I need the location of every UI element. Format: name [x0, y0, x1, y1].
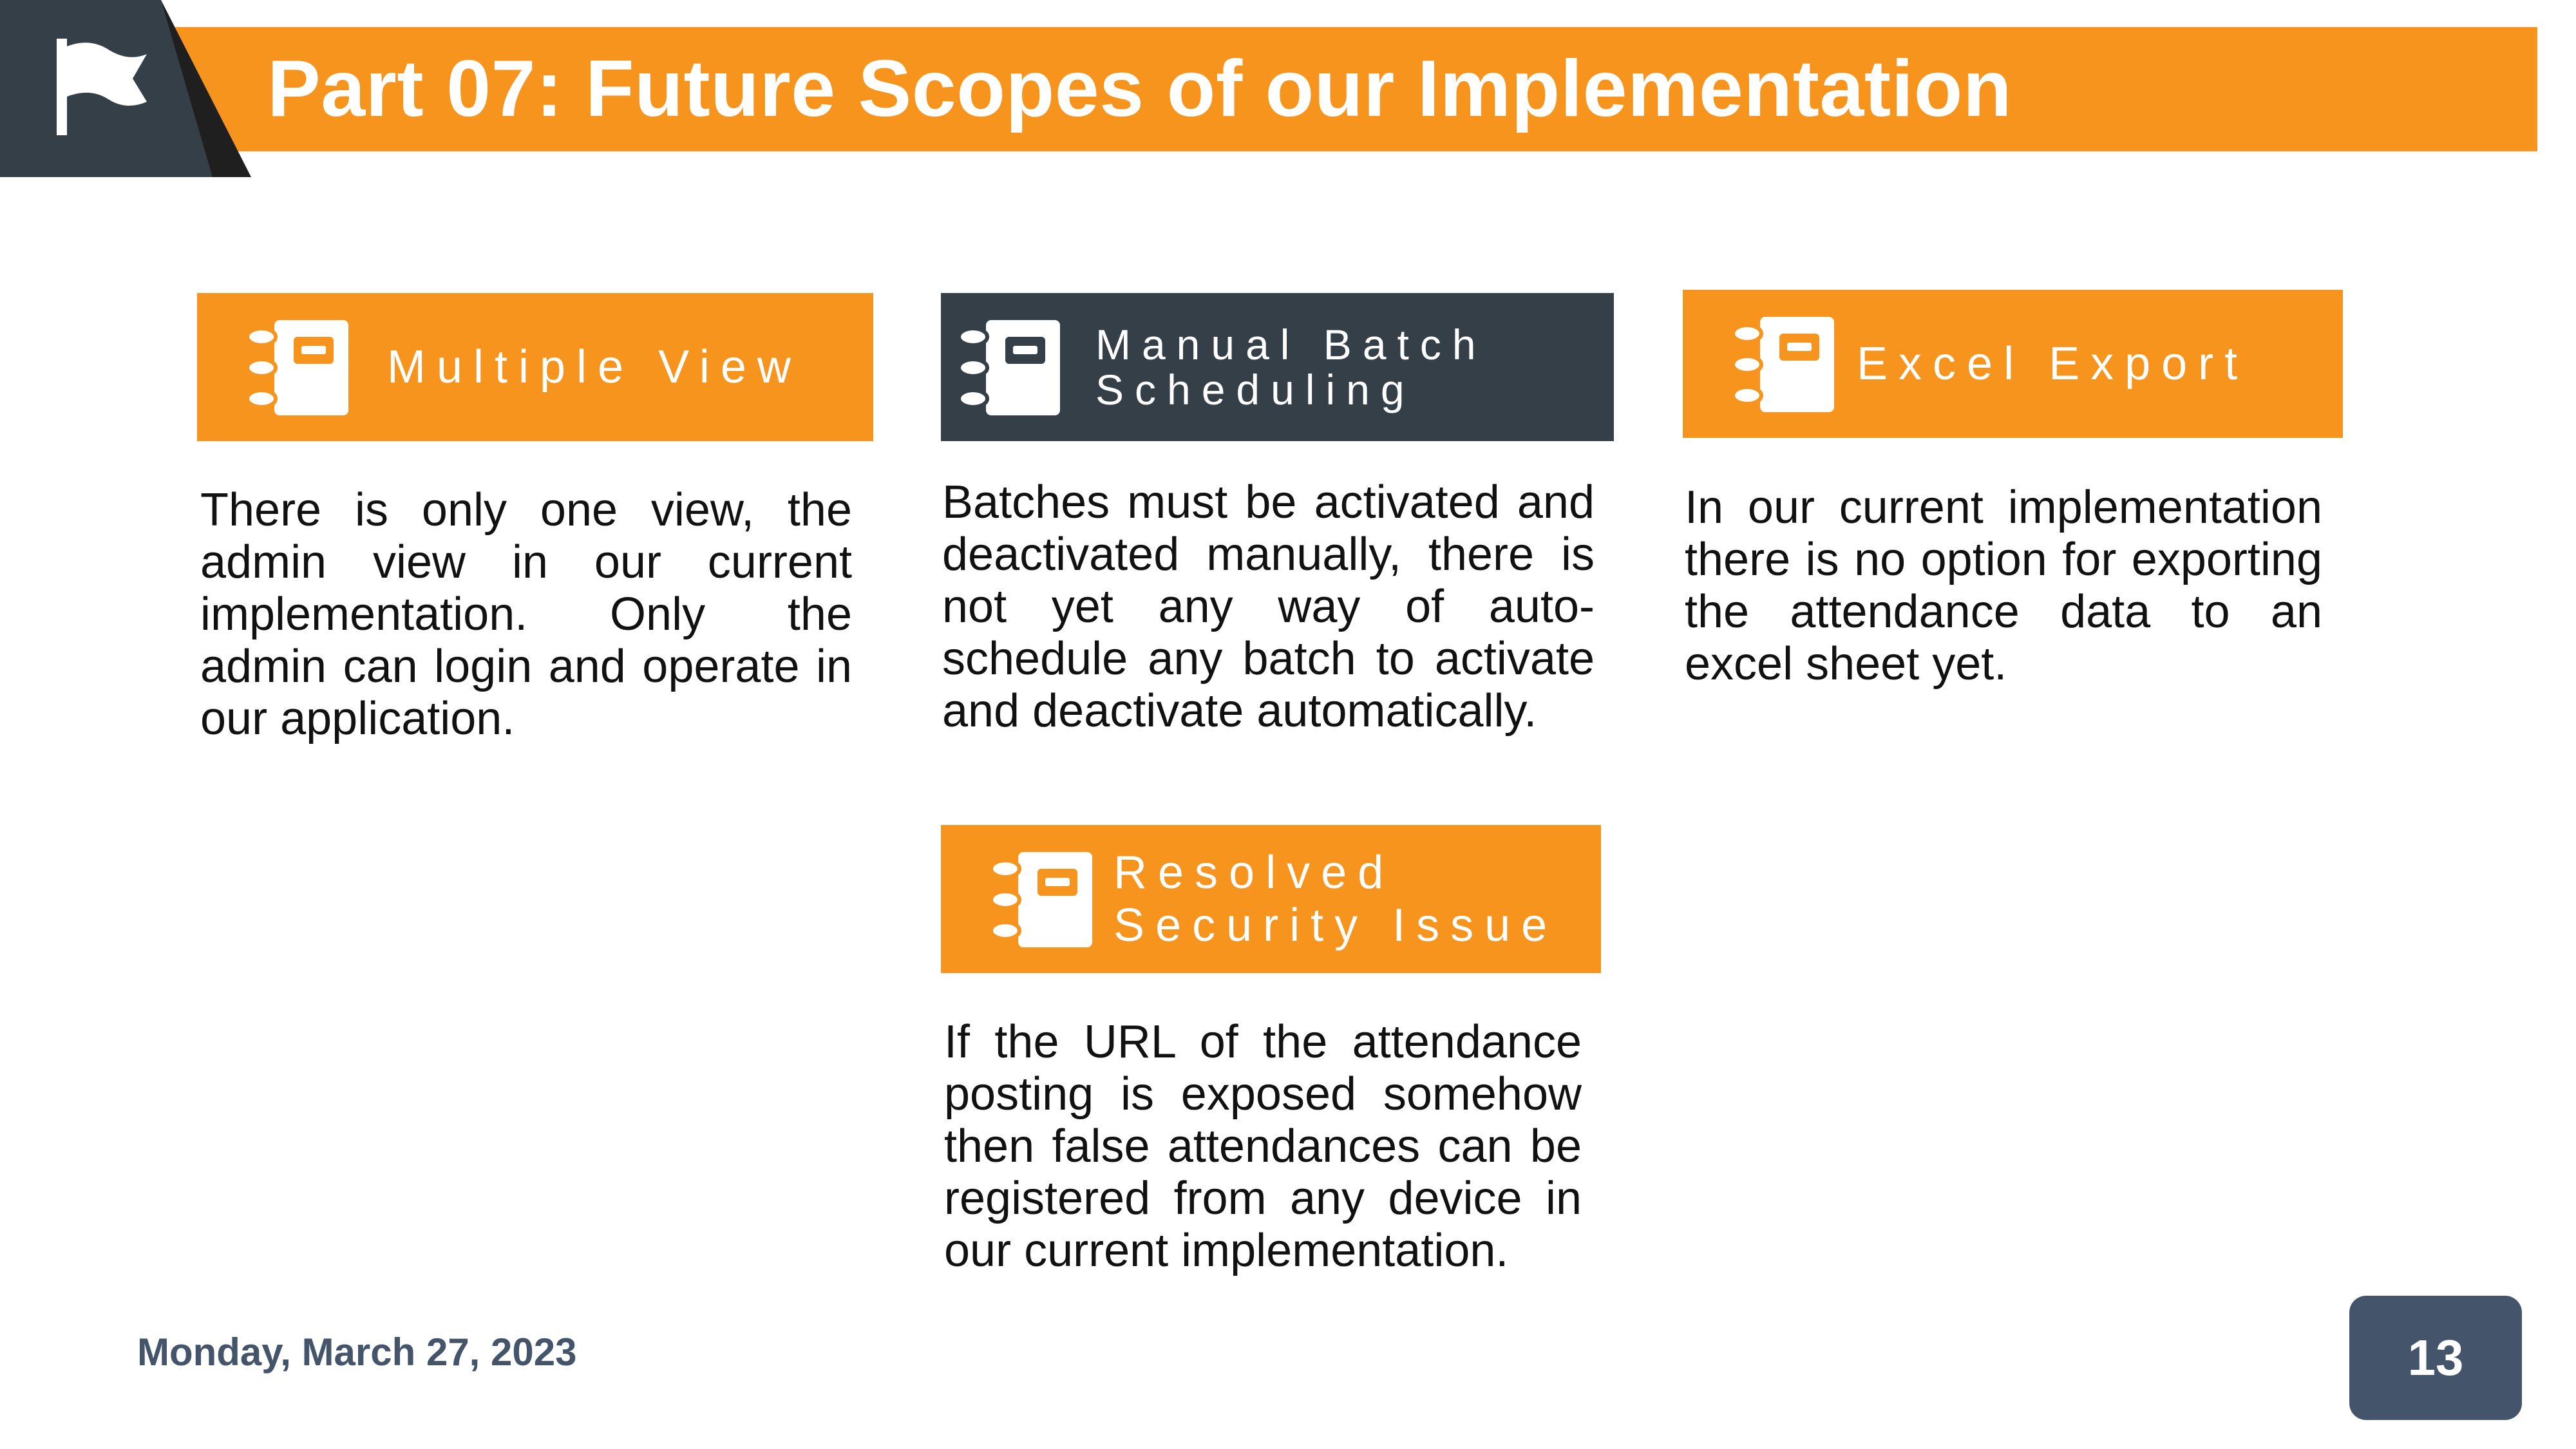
card-header-manual-batch-scheduling: Manual Batch Scheduling — [941, 293, 1614, 441]
notebook-icon — [957, 320, 1060, 415]
card-body: Batches must be activated and deactivate… — [942, 477, 1595, 737]
card-title: Excel Export — [1857, 338, 2249, 390]
card-title: Manual Batch Scheduling — [1095, 321, 1487, 413]
page-number-badge: 13 — [2349, 1296, 2522, 1420]
notebook-icon — [989, 852, 1092, 947]
card-body: If the URL of the attendance posting is … — [944, 1016, 1582, 1276]
title-bar — [161, 27, 2537, 151]
card-header-resolved-security-issue: Resolved Security Issue — [941, 825, 1601, 973]
card-title: Multiple View — [387, 341, 802, 393]
flag-badge — [0, 0, 251, 177]
slide-date: Monday, March 27, 2023 — [137, 1331, 577, 1374]
page-title: Part 07: Future Scopes of our Implementa… — [267, 44, 2012, 133]
flag-icon — [57, 39, 147, 135]
card-header-excel-export: Excel Export — [1683, 290, 2343, 438]
notebook-icon — [1731, 317, 1834, 412]
card-header-multiple-view: Multiple View — [197, 293, 873, 441]
card-body: There is only one view, the admin view i… — [200, 484, 852, 744]
card-body: In our current implementation there is n… — [1685, 482, 2322, 690]
notebook-icon — [245, 320, 348, 415]
card-title: Resolved Security Issue — [1113, 847, 1558, 951]
